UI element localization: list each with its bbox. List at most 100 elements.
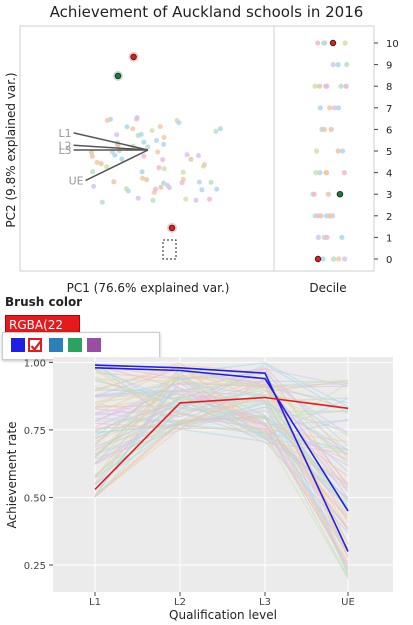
data-point[interactable] bbox=[150, 197, 156, 203]
data-point[interactable] bbox=[188, 156, 194, 162]
school-line bbox=[94, 364, 349, 440]
data-point[interactable] bbox=[112, 152, 118, 158]
x-tick-label: L1 bbox=[89, 597, 101, 608]
data-point[interactable] bbox=[104, 118, 110, 123]
data-point[interactable] bbox=[184, 152, 190, 158]
data-point[interactable] bbox=[114, 132, 120, 138]
highlighted-school-line[interactable] bbox=[94, 364, 349, 552]
data-point[interactable] bbox=[104, 164, 110, 170]
decile-point bbox=[318, 213, 324, 219]
data-point[interactable] bbox=[116, 148, 122, 154]
data-point[interactable] bbox=[180, 169, 186, 175]
decile-tick-label: 2 bbox=[386, 212, 392, 223]
school-line bbox=[94, 427, 349, 520]
data-point[interactable] bbox=[115, 143, 121, 149]
school-line bbox=[94, 416, 349, 496]
pcp-x-axis-label: Qualification level bbox=[169, 608, 277, 622]
data-point[interactable] bbox=[138, 131, 144, 137]
swatch-red[interactable] bbox=[28, 338, 42, 352]
highlighted-point[interactable] bbox=[130, 53, 137, 61]
decile-point bbox=[344, 62, 350, 68]
x-tick-label: L3 bbox=[259, 597, 271, 608]
data-point[interactable] bbox=[130, 126, 136, 132]
school-line bbox=[94, 380, 349, 498]
data-point[interactable] bbox=[207, 196, 212, 202]
school-line bbox=[94, 382, 349, 565]
data-point[interactable] bbox=[125, 188, 131, 194]
data-point[interactable] bbox=[199, 187, 205, 193]
decile-point bbox=[311, 191, 317, 197]
data-point[interactable] bbox=[161, 134, 167, 140]
decile-point bbox=[336, 256, 342, 262]
data-point[interactable] bbox=[135, 195, 141, 201]
data-point[interactable] bbox=[141, 139, 147, 145]
data-point[interactable] bbox=[217, 126, 223, 132]
data-point[interactable] bbox=[141, 153, 147, 159]
data-point[interactable] bbox=[157, 124, 163, 129]
data-point[interactable] bbox=[195, 153, 201, 159]
data-point[interactable] bbox=[161, 166, 167, 172]
data-point[interactable] bbox=[140, 175, 145, 181]
highlighted-school-line[interactable] bbox=[94, 367, 349, 512]
data-point[interactable] bbox=[158, 184, 164, 190]
decile-tick-label: 5 bbox=[386, 147, 392, 158]
data-point[interactable] bbox=[214, 186, 220, 192]
swatch-green[interactable] bbox=[68, 338, 82, 352]
data-point[interactable] bbox=[153, 186, 159, 192]
school-line bbox=[94, 412, 349, 549]
data-point[interactable] bbox=[149, 128, 155, 134]
parallel-coordinates-chart[interactable]: 0.25 0.50 0.75 1.00 L1 L2 L3 UE Qualification … bbox=[0, 345, 413, 625]
swatch-teal[interactable] bbox=[49, 338, 63, 352]
data-point[interactable] bbox=[180, 176, 186, 182]
data-point[interactable] bbox=[161, 180, 167, 186]
data-point[interactable] bbox=[155, 149, 161, 155]
data-point[interactable] bbox=[145, 144, 151, 150]
data-point[interactable] bbox=[208, 179, 214, 185]
pcp-x-ticks: L1 L2 L3 UE bbox=[89, 592, 355, 608]
vector-label-l2: L2 bbox=[58, 139, 71, 152]
data-point[interactable] bbox=[164, 182, 170, 188]
highlighted-point[interactable] bbox=[114, 72, 122, 80]
brush-color-input[interactable]: RGBA(22 bbox=[5, 315, 80, 333]
data-point[interactable] bbox=[200, 163, 206, 169]
pcp-y-axis-label: Achievement rate bbox=[5, 422, 19, 529]
data-point[interactable] bbox=[176, 120, 182, 126]
data-point[interactable] bbox=[161, 141, 167, 147]
decile-tick-label: 10 bbox=[386, 39, 399, 50]
data-point[interactable] bbox=[98, 161, 104, 167]
vector-ue bbox=[85, 149, 149, 182]
decile-point bbox=[324, 234, 330, 240]
data-point[interactable] bbox=[156, 165, 162, 171]
data-point[interactable] bbox=[144, 177, 150, 183]
data-point[interactable] bbox=[139, 169, 145, 175]
check-icon bbox=[30, 340, 42, 352]
decile-point bbox=[315, 40, 321, 46]
data-point[interactable] bbox=[134, 116, 140, 122]
data-point[interactable] bbox=[111, 179, 117, 185]
highlighted-points bbox=[113, 51, 177, 233]
data-point[interactable] bbox=[91, 183, 97, 189]
highlighted-school-line[interactable] bbox=[94, 396, 349, 490]
vector-label-l1: L1 bbox=[58, 127, 71, 140]
vector-l1 bbox=[73, 132, 149, 151]
data-point[interactable] bbox=[119, 156, 125, 162]
data-point[interactable] bbox=[213, 128, 219, 134]
y-tick-label: 1.00 bbox=[24, 358, 46, 369]
highlighted-point[interactable] bbox=[168, 224, 176, 232]
data-point[interactable] bbox=[99, 199, 105, 205]
school-line bbox=[94, 403, 349, 506]
data-point[interactable] bbox=[193, 197, 199, 203]
vector-label-l3: L3 bbox=[58, 144, 71, 157]
data-point[interactable] bbox=[183, 196, 189, 202]
data-point[interactable] bbox=[89, 149, 94, 155]
data-point[interactable] bbox=[154, 138, 159, 143]
data-point[interactable] bbox=[89, 153, 95, 159]
data-point[interactable] bbox=[124, 124, 130, 130]
data-point[interactable] bbox=[160, 157, 166, 163]
data-point[interactable] bbox=[90, 169, 96, 175]
swatch-blue[interactable] bbox=[11, 338, 25, 352]
data-point[interactable] bbox=[196, 179, 202, 185]
data-point[interactable] bbox=[94, 159, 100, 165]
swatch-purple[interactable] bbox=[87, 338, 101, 352]
